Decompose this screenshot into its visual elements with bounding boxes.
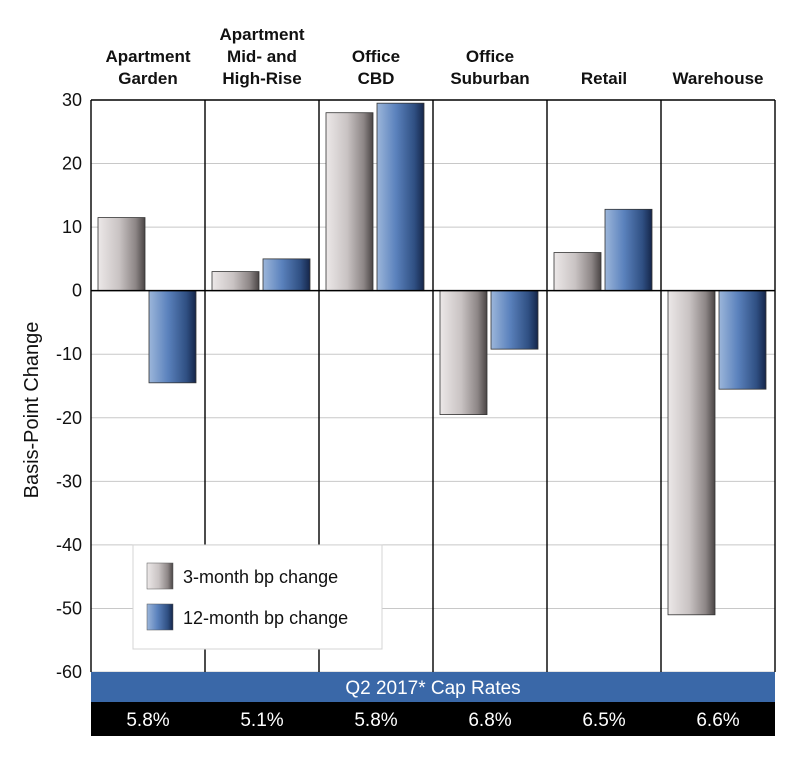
y-tick-label: -50 — [56, 598, 82, 618]
y-tick-label: -30 — [56, 471, 82, 491]
bar-3-month — [439, 290, 488, 415]
category-label: Retail — [581, 69, 627, 88]
y-tick-label: 10 — [62, 217, 82, 237]
category-label: Office — [352, 47, 400, 66]
legend-label: 12-month bp change — [183, 608, 348, 628]
y-axis-label: Basis-Point Change — [21, 322, 43, 499]
y-tick-label: -20 — [56, 408, 82, 428]
y-tick-label: 30 — [62, 90, 82, 110]
category-label: Warehouse — [672, 69, 763, 88]
y-tick-label: -40 — [56, 535, 82, 555]
legend: 3-month bp change 12-month bp change — [132, 544, 383, 650]
cap-rate-value: 5.1% — [240, 710, 283, 731]
bar-12-month — [376, 102, 425, 292]
bar-3-month — [553, 252, 602, 292]
bar-12-month — [604, 208, 653, 292]
cap-rate-band-label: Q2 2017* Cap Rates — [345, 678, 520, 699]
cap-rate-value: 6.5% — [582, 710, 625, 731]
cap-rate-value: 6.8% — [468, 710, 511, 731]
bars-layer — [97, 102, 767, 616]
bar-3-month — [97, 217, 146, 292]
y-tick-label: 20 — [62, 154, 82, 174]
category-label: CBD — [358, 69, 395, 88]
cap-rate-value: 5.8% — [126, 710, 169, 731]
bar-12-month — [262, 258, 311, 292]
legend-box — [132, 544, 383, 650]
bar-12-month — [148, 290, 197, 384]
cap-rate-band: Q2 2017* Cap Rates 5.8% 5.1% 5.8% 6.8% 6.5% 6.… — [91, 672, 775, 736]
bar-3-month — [667, 290, 716, 616]
cap-rate-header-band — [91, 672, 775, 702]
bar-12-month — [490, 290, 539, 350]
bar-12-month — [718, 290, 767, 390]
category-label: Office — [466, 47, 514, 66]
category-label: Garden — [118, 69, 178, 88]
category-label: Suburban — [450, 69, 529, 88]
cap-rate-value: 6.6% — [696, 710, 739, 731]
category-label: Apartment — [105, 47, 190, 66]
category-label: Mid- and — [227, 47, 297, 66]
cap-rate-value: 5.8% — [354, 710, 397, 731]
legend-swatch-3-month — [146, 562, 174, 590]
cap-rate-values-row — [91, 702, 775, 736]
legend-label: 3-month bp change — [183, 567, 338, 587]
labels-layer: 30 20 10 0 -10 -20 -30 -40 -50 -60 Apartment Garden… — [56, 25, 764, 682]
category-label: High-Rise — [222, 69, 301, 88]
y-tick-label: -10 — [56, 344, 82, 364]
category-label: Apartment — [219, 25, 304, 44]
legend-swatch-12-month — [146, 603, 174, 631]
y-tick-label: 0 — [72, 281, 82, 301]
bar-3-month — [211, 271, 260, 292]
bar-3-month — [325, 112, 374, 292]
y-tick-label: -60 — [56, 662, 82, 682]
